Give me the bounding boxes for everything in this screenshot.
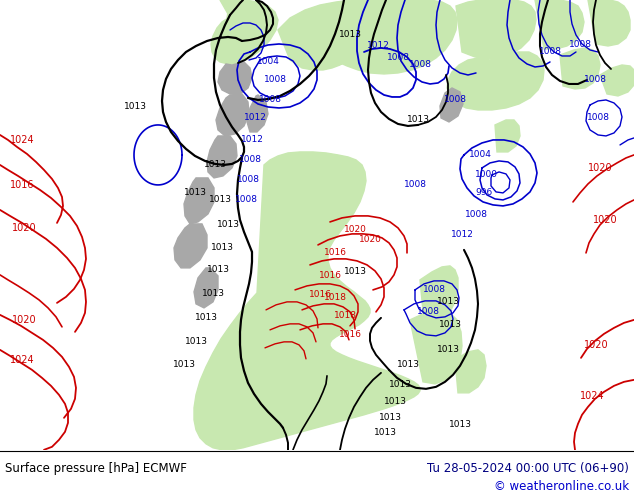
Text: 1013: 1013 (344, 268, 366, 276)
Text: 1018: 1018 (323, 294, 347, 302)
Text: 1008: 1008 (235, 196, 257, 204)
Text: 1012: 1012 (366, 42, 389, 50)
Text: 1016: 1016 (318, 271, 342, 280)
Polygon shape (220, 0, 244, 16)
Text: 1013: 1013 (439, 320, 462, 329)
Polygon shape (456, 0, 536, 59)
Text: 1024: 1024 (579, 391, 604, 401)
Polygon shape (447, 52, 544, 110)
Text: 1013: 1013 (216, 220, 240, 229)
Text: 1013: 1013 (373, 428, 396, 438)
Text: 1020: 1020 (584, 340, 608, 350)
Text: 1008: 1008 (569, 41, 592, 49)
Text: Tu 28-05-2024 00:00 UTC (06+90): Tu 28-05-2024 00:00 UTC (06+90) (427, 462, 629, 475)
Text: 1008: 1008 (236, 175, 259, 184)
Text: 1013: 1013 (207, 266, 230, 274)
Text: 1013: 1013 (184, 337, 207, 346)
Text: 1020: 1020 (11, 223, 36, 233)
Text: 1013: 1013 (406, 116, 429, 124)
Polygon shape (560, 48, 600, 89)
Polygon shape (588, 0, 630, 46)
Text: 1012: 1012 (240, 135, 264, 145)
Text: 1013: 1013 (378, 414, 401, 422)
Polygon shape (440, 88, 463, 122)
Text: 1008: 1008 (444, 96, 467, 104)
Text: 1024: 1024 (10, 135, 34, 145)
Text: 1008: 1008 (417, 307, 439, 317)
Text: 1013: 1013 (183, 189, 207, 197)
Text: 1008: 1008 (586, 114, 609, 122)
Text: 1012: 1012 (243, 114, 266, 122)
Text: 1016: 1016 (323, 248, 347, 257)
Text: 1020: 1020 (11, 315, 36, 325)
Text: 1008: 1008 (264, 75, 287, 84)
Text: 1008: 1008 (259, 96, 281, 104)
Polygon shape (174, 224, 207, 268)
Polygon shape (600, 65, 634, 96)
Text: 1020: 1020 (344, 225, 366, 234)
Text: 1016: 1016 (309, 291, 332, 299)
Text: 1004: 1004 (257, 57, 280, 67)
Text: 1016: 1016 (339, 330, 361, 340)
Text: 1013: 1013 (339, 30, 361, 40)
Text: 1013: 1013 (389, 380, 411, 390)
Polygon shape (211, 0, 278, 64)
Text: 1013: 1013 (124, 102, 146, 111)
Text: 1008: 1008 (408, 60, 432, 70)
Polygon shape (194, 268, 218, 308)
Text: 1004: 1004 (469, 150, 491, 159)
Text: 996: 996 (476, 189, 493, 197)
Text: 1013: 1013 (172, 360, 195, 369)
Text: 1008: 1008 (238, 155, 261, 165)
Polygon shape (207, 136, 237, 178)
Text: 1013: 1013 (210, 244, 233, 252)
Text: 1008: 1008 (538, 48, 562, 56)
Text: 1008: 1008 (465, 210, 488, 220)
Text: 1020: 1020 (588, 163, 612, 173)
Polygon shape (420, 266, 458, 323)
Text: 1013: 1013 (195, 314, 217, 322)
Polygon shape (455, 350, 486, 393)
Text: 1018: 1018 (333, 311, 356, 320)
Text: 1024: 1024 (10, 355, 34, 365)
Text: 1013: 1013 (204, 160, 226, 170)
Text: 1008: 1008 (387, 53, 410, 63)
Polygon shape (410, 310, 462, 384)
Polygon shape (535, 0, 584, 49)
Text: 1000: 1000 (474, 171, 498, 179)
Polygon shape (216, 94, 249, 136)
Text: 1008: 1008 (403, 180, 427, 190)
Text: 1020: 1020 (593, 215, 618, 225)
Polygon shape (278, 0, 457, 74)
Text: 1012: 1012 (451, 230, 474, 240)
Text: 1013: 1013 (209, 196, 231, 204)
Polygon shape (194, 152, 420, 450)
Text: 1016: 1016 (10, 180, 34, 190)
Text: 1013: 1013 (436, 297, 460, 306)
Text: 1013: 1013 (448, 420, 472, 429)
Text: 1008: 1008 (583, 75, 607, 84)
Text: 1013: 1013 (396, 360, 420, 369)
Polygon shape (218, 62, 252, 94)
Text: Surface pressure [hPa] ECMWF: Surface pressure [hPa] ECMWF (5, 462, 187, 475)
Polygon shape (247, 95, 268, 132)
Text: 1013: 1013 (202, 290, 224, 298)
Text: 1013: 1013 (436, 345, 460, 354)
Text: 1013: 1013 (384, 397, 406, 406)
Text: 1020: 1020 (359, 235, 382, 245)
Text: 1008: 1008 (422, 285, 446, 294)
Text: © weatheronline.co.uk: © weatheronline.co.uk (494, 480, 629, 490)
Polygon shape (495, 120, 520, 152)
Polygon shape (184, 178, 214, 224)
